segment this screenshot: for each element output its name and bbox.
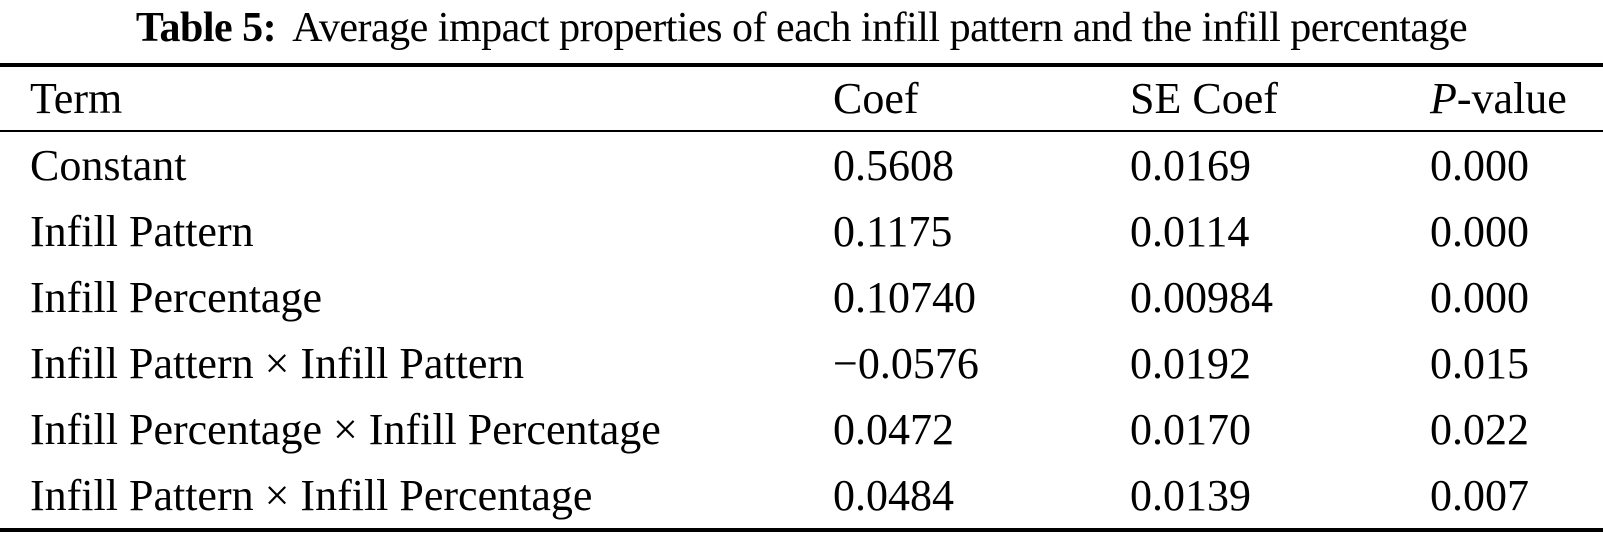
table-header-row: Term Coef SE Coef P-value xyxy=(0,67,1603,132)
cell-p-value: 0.000 xyxy=(1430,272,1529,322)
cell-term: Infill Pattern xyxy=(30,206,254,256)
cell-term: Infill Pattern × Infill Percentage xyxy=(30,470,593,520)
column-header-term: Term xyxy=(30,74,123,123)
table-caption-text: Average impact properties of each infill… xyxy=(292,5,1468,51)
cell-se-coef: 0.0170 xyxy=(1130,404,1251,454)
column-header-se-coef: SE Coef xyxy=(1130,74,1278,123)
cell-se-coef: 0.0139 xyxy=(1130,470,1251,520)
table-row: Infill Pattern × Infill Percentage 0.048… xyxy=(0,462,1603,528)
cell-coef: 0.10740 xyxy=(833,272,976,322)
cell-coef: 0.5608 xyxy=(833,140,954,190)
table-row: Infill Pattern × Infill Pattern −0.0576 … xyxy=(0,330,1603,396)
column-header-coef: Coef xyxy=(833,74,919,123)
cell-p-value: 0.022 xyxy=(1430,404,1529,454)
cell-term: Infill Percentage × Infill Percentage xyxy=(30,404,661,454)
cell-p-value: 0.007 xyxy=(1430,470,1529,520)
table-row: Infill Percentage 0.10740 0.00984 0.000 xyxy=(0,264,1603,330)
cell-term: Constant xyxy=(30,140,187,190)
cell-p-value: 0.000 xyxy=(1430,140,1529,190)
p-value-rest: -value xyxy=(1456,74,1567,123)
cell-se-coef: 0.0114 xyxy=(1130,206,1250,256)
table-row: Infill Pattern 0.1175 0.0114 0.000 xyxy=(0,198,1603,264)
cell-p-value: 0.000 xyxy=(1430,206,1529,256)
cell-se-coef: 0.0169 xyxy=(1130,140,1251,190)
cell-se-coef: 0.0192 xyxy=(1130,338,1251,388)
cell-term: Infill Percentage xyxy=(30,272,322,322)
cell-term: Infill Pattern × Infill Pattern xyxy=(30,338,525,388)
column-header-p-value: P-value xyxy=(1430,73,1603,124)
table-caption: Table 5: Average impact properties of eac… xyxy=(0,0,1603,63)
p-value-italic-p: P xyxy=(1430,74,1457,123)
cell-coef: 0.1175 xyxy=(833,206,953,256)
data-table: Term Coef SE Coef P-value Constant 0.560… xyxy=(0,63,1603,532)
table-caption-label: Table 5: xyxy=(135,5,277,51)
table-row: Infill Percentage × Infill Percentage 0.… xyxy=(0,396,1603,462)
table-row: Constant 0.5608 0.0169 0.000 xyxy=(0,132,1603,198)
cell-coef: 0.0484 xyxy=(833,470,954,520)
cell-se-coef: 0.00984 xyxy=(1130,272,1273,322)
cell-coef: −0.0576 xyxy=(833,338,979,388)
cell-p-value: 0.015 xyxy=(1430,338,1529,388)
cell-coef: 0.0472 xyxy=(833,404,954,454)
